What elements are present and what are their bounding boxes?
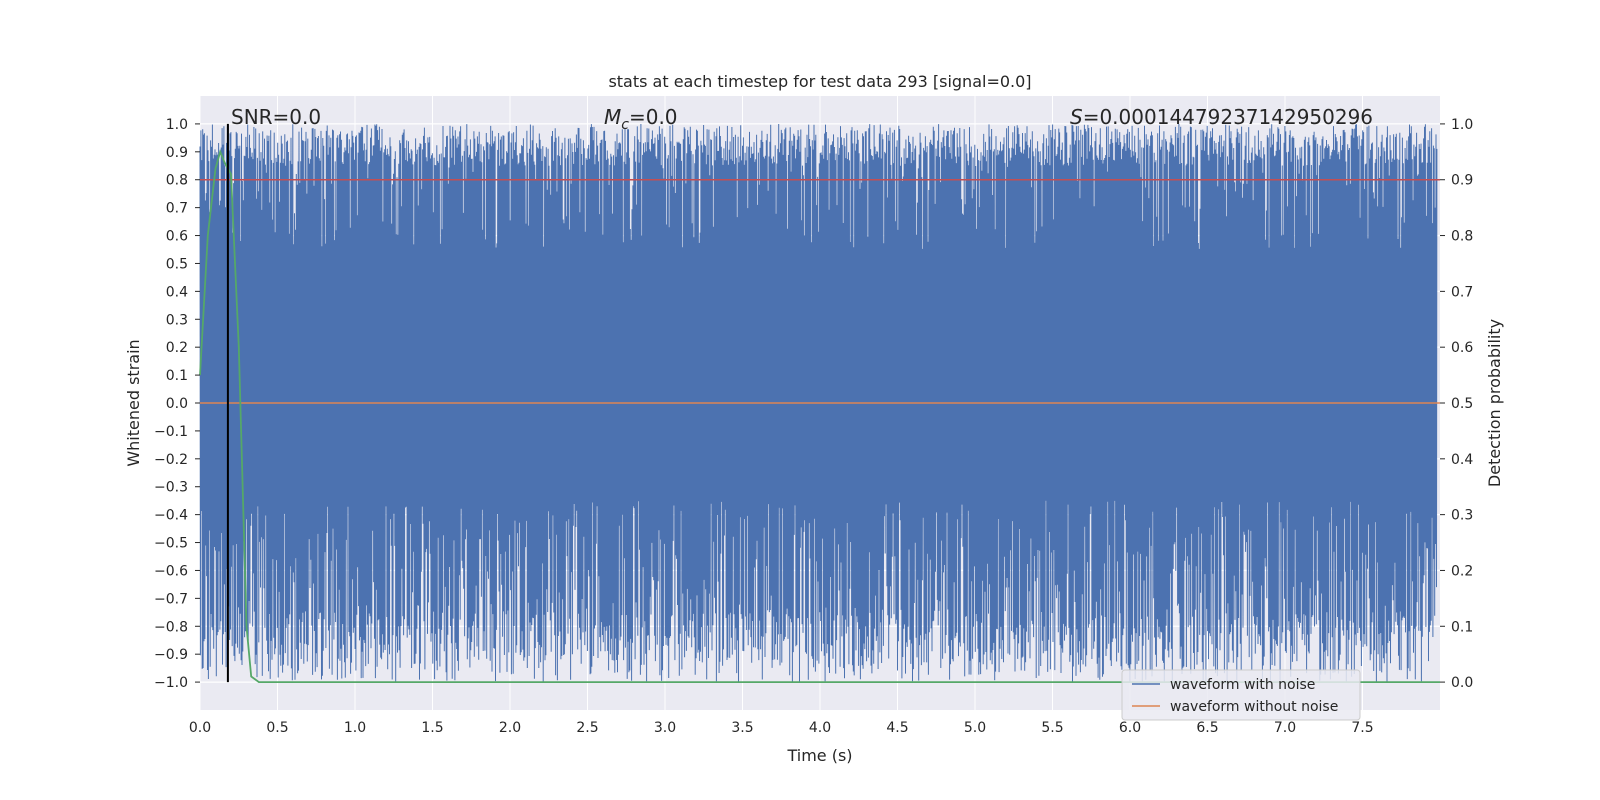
series-waveform-with-noise — [199, 123, 1438, 683]
x-axis: 0.0 0.5 1.0 1.5 2.0 2.5 3.0 3.5 4.0 4.5 5.0 5.5 6.0 6… — [189, 720, 1374, 736]
chart-title: stats at each timestep for test data 293… — [608, 72, 1031, 91]
x-tick-label: 0.0 — [189, 720, 211, 736]
s-annotation: S=0.00014479237142950296 — [1070, 105, 1373, 129]
y-tick-label: −0.4 — [154, 508, 188, 524]
x-axis-label: Time (s) — [786, 746, 852, 765]
x-tick-label: 1.0 — [344, 720, 366, 736]
x-tick-label: 5.5 — [1041, 720, 1063, 736]
x-tick-label: 6.5 — [1196, 720, 1218, 736]
y-tick-label: −0.2 — [154, 452, 188, 468]
legend: waveform with noise waveform without noi… — [1121, 669, 1361, 721]
noise-path — [199, 123, 1438, 683]
x-tick-label: 1.5 — [421, 720, 443, 736]
x-tick-label: 2.0 — [499, 720, 521, 736]
y-tick-label: −0.3 — [154, 480, 188, 496]
y-tick-label: −0.1 — [154, 424, 188, 440]
y2-tick-label: 0.7 — [1451, 284, 1473, 300]
left-axis: 1.0 0.9 0.8 0.7 0.6 0.5 0.4 0.3 0.2 0.1 0.0 −0.1 −0.… — [154, 117, 200, 691]
y-tick-label: 0.8 — [166, 173, 188, 189]
y-tick-label: 0.7 — [166, 201, 188, 217]
chirp-mass-annotation: Mc=0.0 — [604, 105, 678, 133]
y2-tick-label: 0.5 — [1451, 396, 1473, 412]
legend-box — [1121, 669, 1361, 721]
x-tick-label: 7.5 — [1351, 720, 1373, 736]
x-tick-label: 0.5 — [266, 720, 288, 736]
y-tick-label: 0.5 — [166, 256, 188, 272]
y2-tick-label: 0.9 — [1451, 173, 1473, 189]
y2-tick-label: 0.8 — [1451, 229, 1473, 245]
y-tick-label: −0.7 — [154, 591, 188, 607]
y2-tick-label: 0.1 — [1451, 619, 1473, 635]
x-tick-label: 6.0 — [1119, 720, 1141, 736]
y2-tick-label: 1.0 — [1451, 117, 1473, 133]
legend-label-noise: waveform with noise — [1170, 677, 1315, 693]
y2-tick-label: 0.0 — [1451, 675, 1473, 691]
y-tick-label: 0.9 — [166, 145, 188, 161]
y-tick-label: 0.6 — [166, 229, 188, 245]
s-symbol: S — [1070, 105, 1083, 129]
s-value: =0.00014479237142950296 — [1083, 105, 1373, 129]
y-tick-label: −0.8 — [154, 619, 188, 635]
y-tick-label: −0.9 — [154, 647, 188, 663]
x-tick-label: 3.5 — [731, 720, 753, 736]
y-tick-label: −1.0 — [154, 675, 188, 691]
x-tick-label: 5.0 — [964, 720, 986, 736]
legend-label-clean: waveform without noise — [1170, 699, 1338, 715]
x-tick-label: 3.0 — [654, 720, 676, 736]
right-axis: 1.0 0.9 0.8 0.7 0.6 0.5 0.4 0.3 0.2 0.1 0.0 — [1440, 117, 1473, 691]
y-tick-label: 0.0 — [166, 396, 188, 412]
mc-value: =0.0 — [629, 105, 678, 129]
x-tick-label: 7.0 — [1274, 720, 1296, 736]
mc-subscript: c — [621, 117, 629, 133]
y2-axis-label: Detection probability — [1485, 319, 1504, 487]
detection-probability-line — [199, 149, 1440, 683]
y2-tick-label: 0.2 — [1451, 563, 1473, 579]
y-tick-label: 0.3 — [166, 312, 188, 328]
x-tick-label: 4.5 — [886, 720, 908, 736]
y-tick-label: 0.4 — [166, 284, 188, 300]
snr-annotation: SNR=0.0 — [231, 105, 321, 129]
y-tick-label: −0.6 — [154, 563, 188, 579]
y-axis-label: Whitened strain — [124, 339, 143, 466]
y-tick-label: 1.0 — [166, 117, 188, 133]
y-tick-label: 0.2 — [166, 340, 188, 356]
y2-tick-label: 0.4 — [1451, 452, 1473, 468]
y-tick-label: −0.5 — [154, 536, 188, 552]
mc-symbol: M — [604, 105, 621, 129]
x-tick-label: 2.5 — [576, 720, 598, 736]
y2-tick-label: 0.6 — [1451, 340, 1473, 356]
y2-tick-label: 0.3 — [1451, 508, 1473, 524]
y-tick-label: 0.1 — [166, 368, 188, 384]
overlays — [199, 123, 1440, 683]
x-tick-label: 4.0 — [809, 720, 831, 736]
